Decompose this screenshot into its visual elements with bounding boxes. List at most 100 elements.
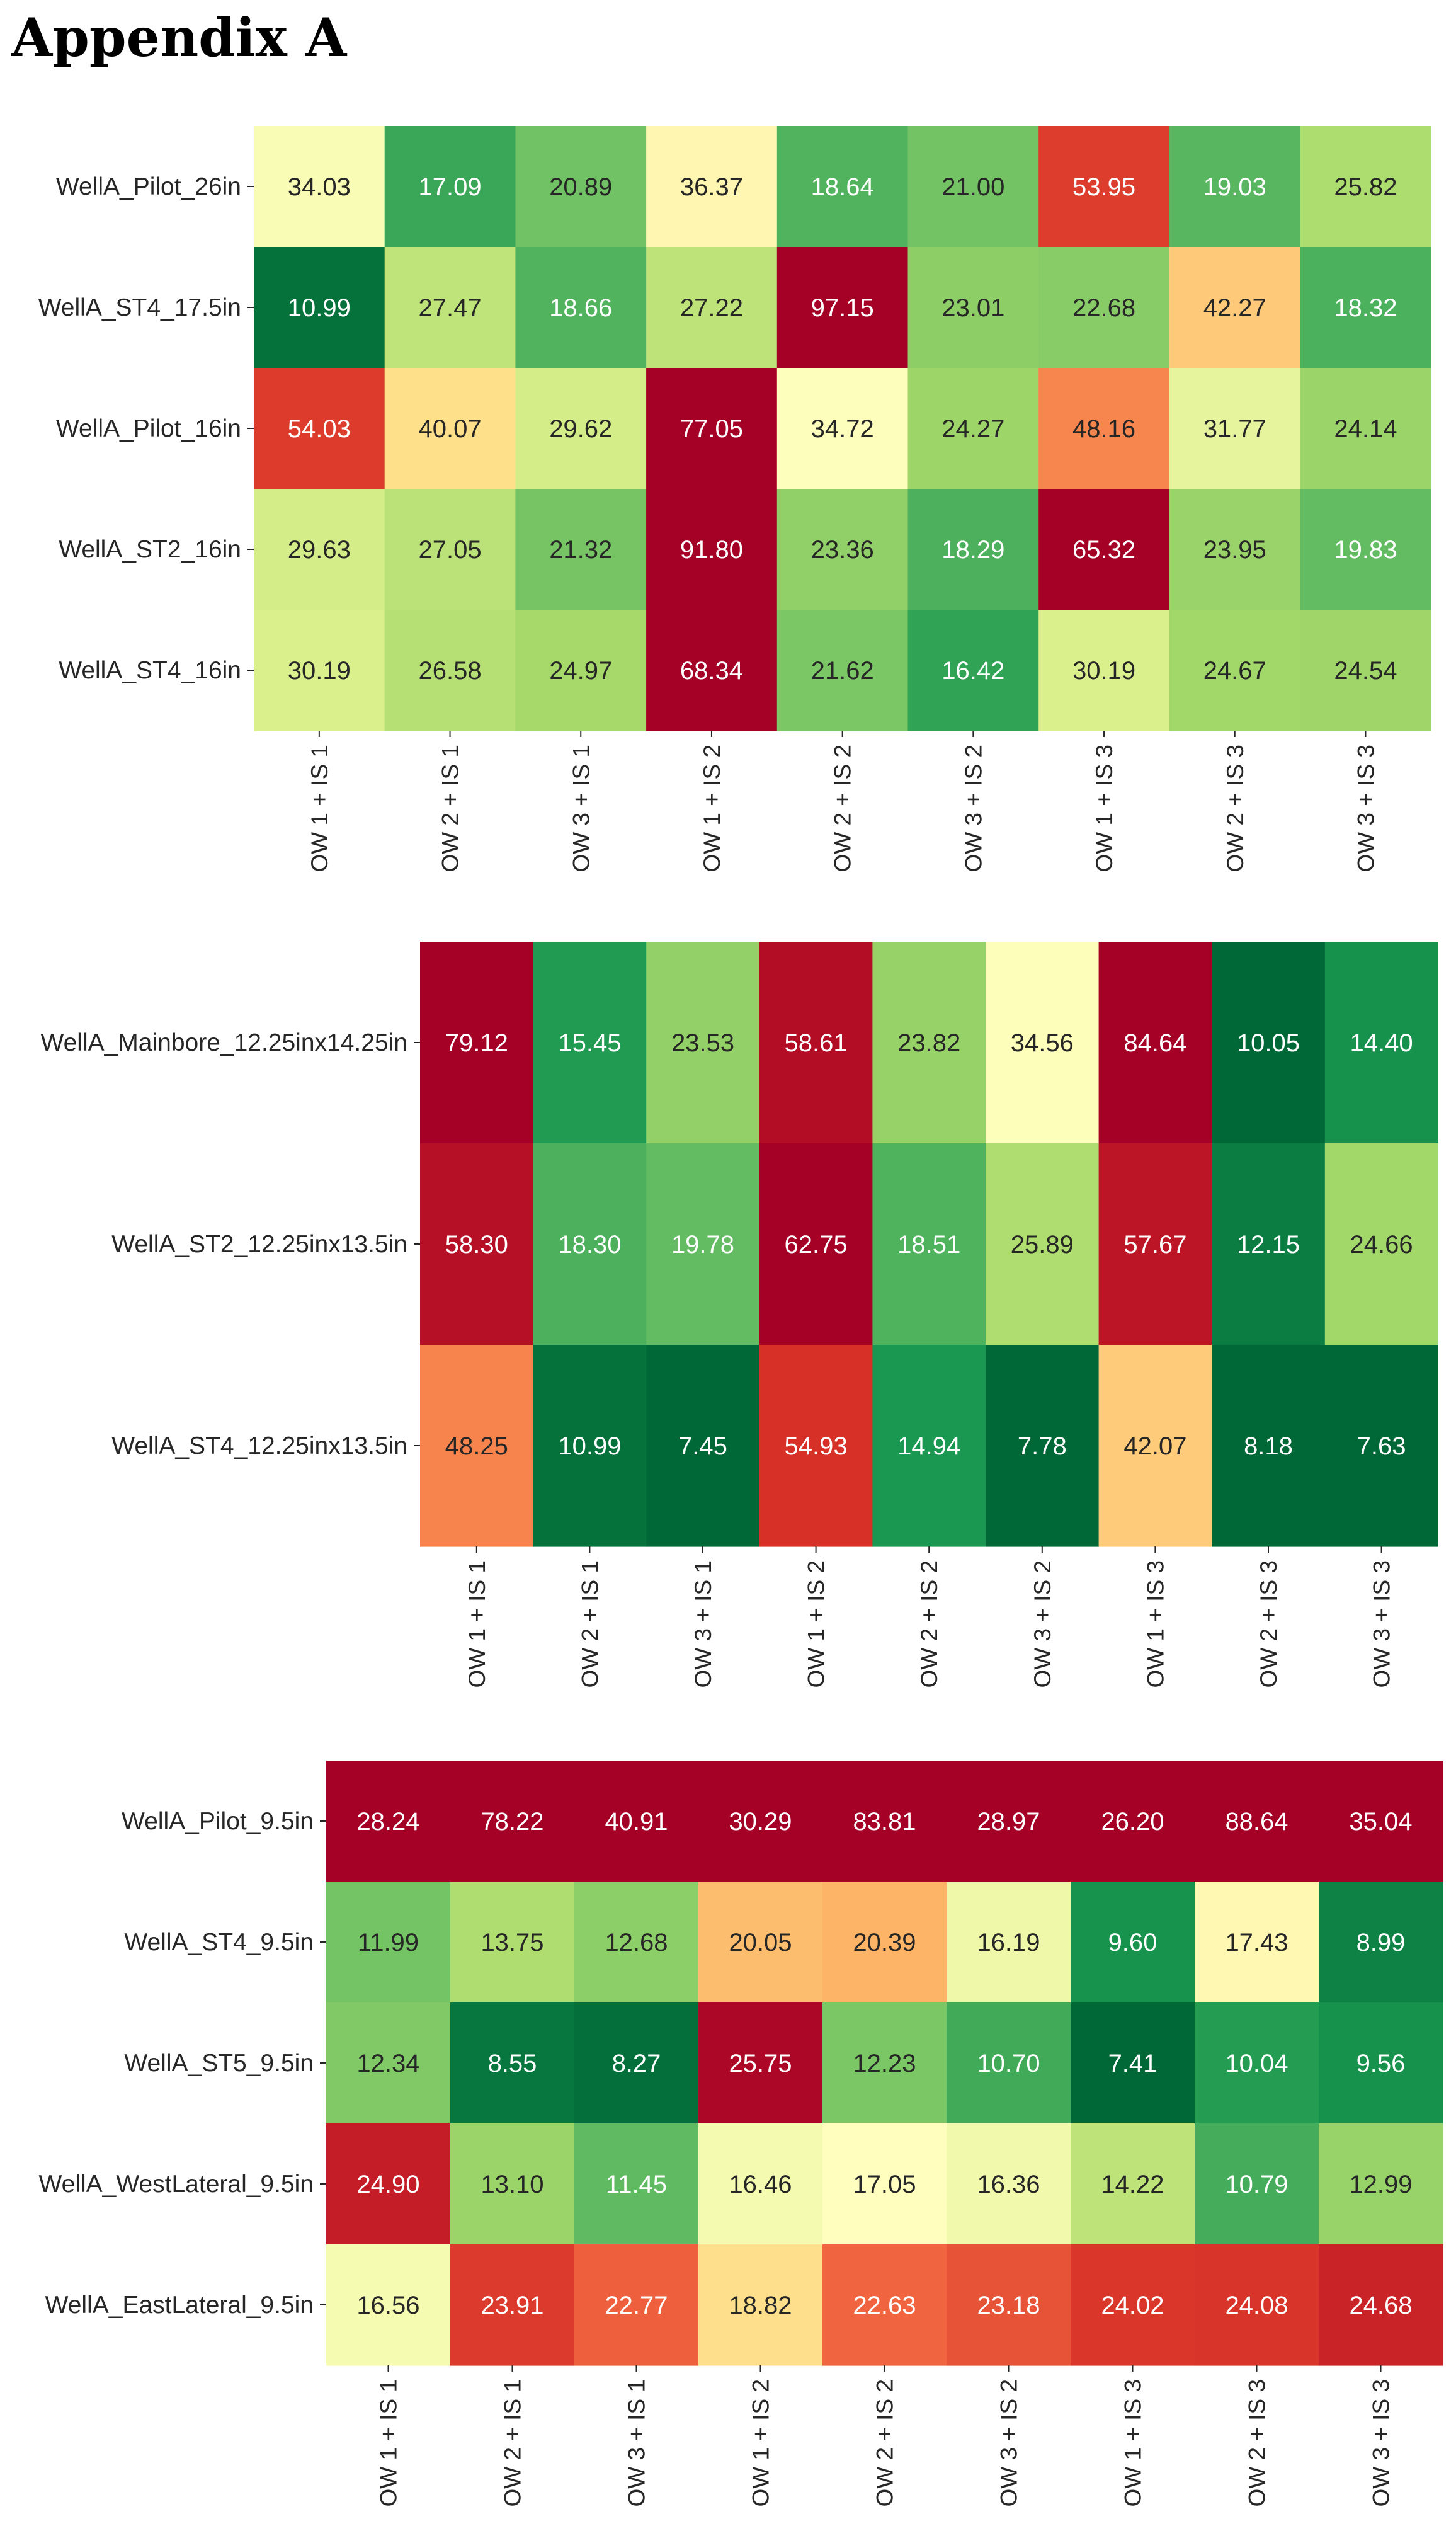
cell-value-label: 24.90 [356,2171,419,2198]
cell-value-label: 24.66 [1350,1231,1413,1259]
cell-value-label: 36.37 [680,173,743,201]
heatmap-cell [1038,610,1170,731]
cell-value-label: 10.99 [558,1432,621,1460]
cell-value-label: 27.22 [680,294,743,322]
heatmap-cell [384,247,516,368]
column-label: OW 1 + IS 2 [699,745,725,872]
cell-value-label: 97.15 [811,294,874,322]
heatmap-cell [822,2002,947,2124]
cell-value-label: 12.99 [1349,2171,1412,2198]
heatmap-cell [1169,610,1301,731]
column-label: OW 2 + IS 3 [1244,2379,1270,2507]
cell-value-label: 7.41 [1108,2050,1157,2077]
heatmap-cell [947,2123,1071,2245]
heatmap-cell [1300,368,1431,489]
cell-value-label: 20.39 [853,1929,916,1957]
cell-value-label: 68.34 [680,657,743,685]
cell-value-label: 8.27 [612,2050,661,2077]
heatmap-cell [646,489,778,610]
heatmap-cell [450,2244,575,2366]
cell-value-label: 23.91 [481,2292,543,2319]
cell-value-label: 19.78 [671,1231,734,1259]
cell-value-label: 21.32 [549,536,612,564]
cell-value-label: 16.19 [977,1929,1040,1957]
heatmap-cell [947,1761,1071,1882]
cell-value-label: 18.82 [729,2292,792,2319]
heatmap-cell [1212,942,1326,1144]
cell-value-label: 18.64 [811,173,874,201]
heatmap-cell [515,126,647,248]
heatmap-cell [1169,247,1301,368]
column-label: OW 1 + IS 3 [1142,1560,1168,1688]
cell-value-label: 54.93 [785,1432,848,1460]
cell-value-label: 18.66 [549,294,612,322]
heatmap-1: 34.03 17.09 20.89 36.37 18.64 21.00 53.95 19.03… [38,126,1431,872]
heatmap-cell [533,942,647,1144]
row-label: WellA_ST5_9.5in [124,2050,314,2077]
heatmap-2: 79.12 15.45 23.53 58.61 23.82 34.56 84.64 10.05… [40,942,1438,1688]
cell-value-label: 12.15 [1237,1231,1300,1259]
cell-value-label: 28.24 [356,1808,419,1836]
heatmap-cell [776,247,909,368]
heatmap-cell [1195,2002,1319,2124]
cell-value-label: 18.51 [897,1231,960,1259]
cell-value-label: 10.70 [977,2050,1040,2077]
row-label: WellA_ST2_12.25inx13.5in [111,1231,407,1258]
row-label: WellA_Mainbore_12.25inx14.25in [40,1029,407,1056]
column-label: OW 1 + IS 2 [804,1560,829,1688]
cell-value-label: 58.30 [445,1231,508,1259]
heatmap-cell [450,1882,575,2003]
heatmap-cell [698,1761,823,1882]
cell-value-label: 23.82 [897,1029,960,1057]
heatmap-cell [822,2123,947,2245]
cell-value-label: 21.62 [811,657,874,685]
column-label: OW 2 + IS 1 [577,1560,603,1688]
page-heading: Appendix A [11,6,347,69]
column-label: OW 3 + IS 1 [690,1560,716,1688]
cell-value-label: 26.20 [1101,1808,1164,1836]
heatmap-cell [450,2123,575,2245]
cell-value-label: 29.63 [288,536,351,564]
cell-value-label: 20.89 [549,173,612,201]
cell-value-label: 8.55 [488,2050,537,2077]
cell-value-label: 27.05 [418,536,481,564]
heatmap-cell [698,2123,823,2245]
column-label: OW 2 + IS 1 [438,745,464,872]
heatmap-cell [646,942,760,1144]
heatmap-cell [384,610,516,731]
cell-value-label: 29.62 [549,415,612,443]
cell-value-label: 26.58 [418,657,481,685]
heatmap-cell [515,489,647,610]
column-label: OW 1 + IS 3 [1091,745,1117,872]
cell-value-label: 12.68 [605,1929,668,1957]
heatmap-cell [384,368,516,489]
heatmap-cell [1195,2123,1319,2245]
heatmap-cell [1319,2244,1443,2366]
heatmap-cell [646,368,778,489]
cell-value-label: 23.18 [977,2292,1040,2319]
heatmap-cell [872,942,986,1144]
heatmap-cell [1324,1143,1438,1345]
cell-value-label: 23.36 [811,536,874,564]
row-label: WellA_EastLateral_9.5in [45,2292,314,2319]
cell-value-label: 30.29 [729,1808,792,1836]
cell-value-label: 9.60 [1108,1929,1157,1957]
heatmap-cell [646,247,778,368]
row-label: WellA_Pilot_9.5in [122,1808,314,1835]
row-label: WellA_ST4_17.5in [38,294,241,321]
heatmap-cell [646,610,778,731]
cell-value-label: 16.46 [729,2171,792,2198]
heatmap-cell [1324,942,1438,1144]
heatmap-cell [1212,1345,1326,1547]
heatmap-3: 28.24 78.22 40.91 30.29 83.81 28.97 26.20 88.64… [39,1761,1443,2507]
column-label: OW 3 + IS 1 [624,2379,650,2507]
heatmap-cell [1169,489,1301,610]
cell-value-label: 14.22 [1101,2171,1164,2198]
column-label: OW 2 + IS 1 [500,2379,526,2507]
cell-value-label: 23.95 [1203,536,1266,564]
cell-value-label: 22.68 [1072,294,1135,322]
cell-value-label: 19.83 [1334,536,1397,564]
heatmap-cell [574,2123,699,2245]
cell-value-label: 40.91 [605,1808,668,1836]
heatmap-cell [1038,247,1170,368]
